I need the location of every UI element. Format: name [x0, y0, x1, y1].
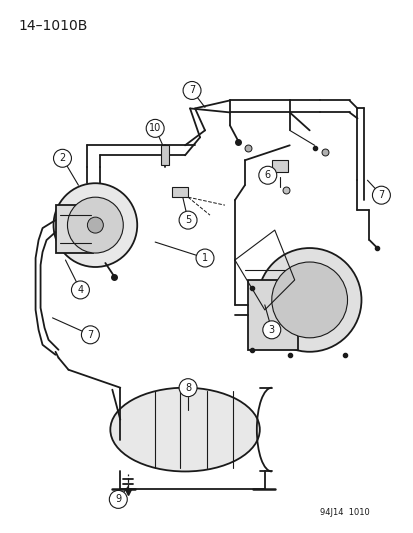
Circle shape [257, 248, 361, 352]
Text: 94J14  1010: 94J14 1010 [319, 508, 368, 518]
Text: 7: 7 [87, 330, 93, 340]
FancyBboxPatch shape [271, 160, 287, 172]
Text: 10: 10 [149, 123, 161, 133]
FancyBboxPatch shape [55, 205, 93, 253]
FancyBboxPatch shape [247, 280, 297, 350]
Circle shape [53, 183, 137, 267]
Circle shape [262, 321, 280, 339]
Text: 8: 8 [185, 383, 191, 393]
Circle shape [179, 211, 197, 229]
Circle shape [67, 197, 123, 253]
Circle shape [87, 217, 103, 233]
Text: 9: 9 [115, 495, 121, 504]
FancyBboxPatch shape [161, 146, 169, 165]
Circle shape [81, 326, 99, 344]
Circle shape [146, 119, 164, 138]
Text: 7: 7 [377, 190, 384, 200]
Circle shape [183, 82, 201, 100]
Text: 3: 3 [268, 325, 274, 335]
Text: 2: 2 [59, 154, 65, 163]
Text: 5: 5 [185, 215, 191, 225]
Circle shape [71, 281, 89, 299]
Circle shape [109, 490, 127, 508]
Text: 6: 6 [264, 170, 270, 180]
Circle shape [258, 166, 276, 184]
Circle shape [372, 186, 389, 204]
Ellipse shape [110, 387, 259, 472]
Text: 4: 4 [77, 285, 83, 295]
FancyBboxPatch shape [172, 187, 188, 197]
Circle shape [179, 379, 197, 397]
Circle shape [271, 262, 347, 338]
Text: 1: 1 [202, 253, 208, 263]
Text: 7: 7 [188, 85, 195, 95]
Text: 14–1010B: 14–1010B [19, 19, 88, 33]
Circle shape [53, 149, 71, 167]
Circle shape [196, 249, 214, 267]
